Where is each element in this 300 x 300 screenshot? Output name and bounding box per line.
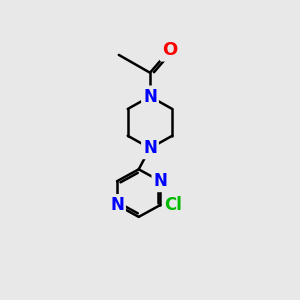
Text: N: N [143,88,157,106]
Text: N: N [143,139,157,157]
Text: N: N [154,172,167,190]
Text: Cl: Cl [164,196,182,214]
Text: O: O [162,41,177,59]
Text: N: N [110,196,124,214]
